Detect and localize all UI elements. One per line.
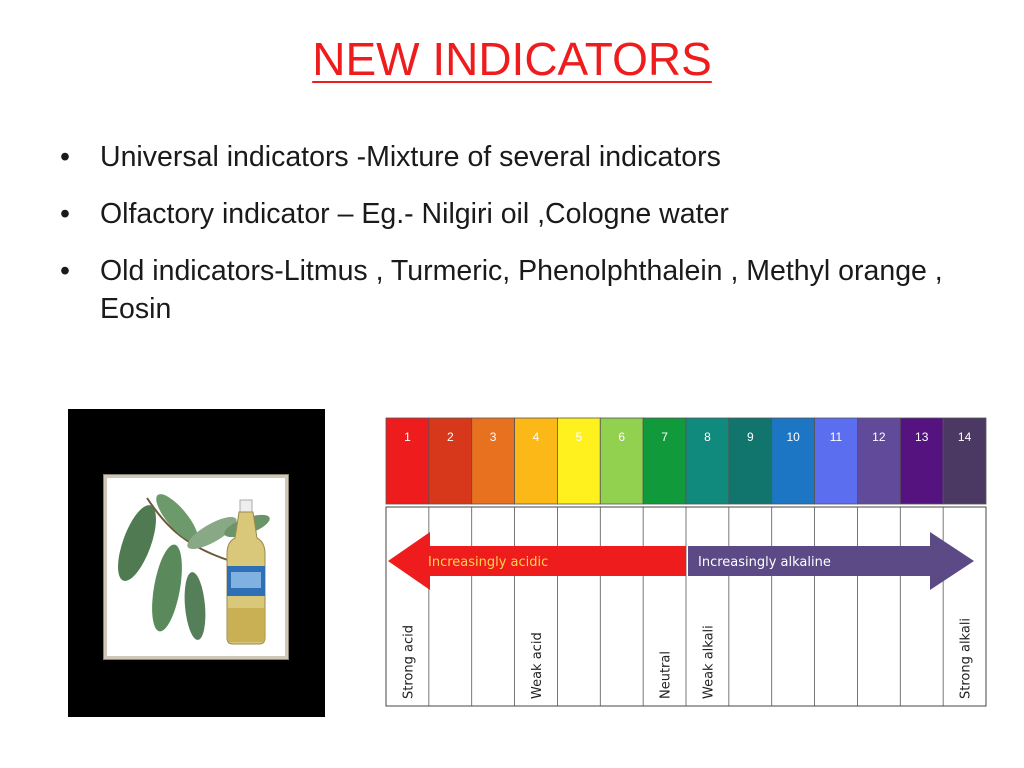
ph-level-label: 11 [830, 430, 843, 444]
bullet-text: Old indicators-Litmus , Turmeric, Phenol… [100, 255, 943, 325]
ph-level-label: 2 [447, 430, 454, 444]
ph-level-label: 3 [490, 430, 497, 444]
ph-level-label: 10 [786, 430, 800, 444]
bullet-dot: • [60, 255, 70, 287]
ph-level-label: 7 [661, 430, 668, 444]
ph-level-label: 1 [404, 430, 411, 444]
ph-level-label: 8 [704, 430, 711, 444]
eucalyptus-oil-illustration [107, 478, 285, 656]
bullet-item: • Olfactory indicator – Eg.- Nilgiri oil … [58, 195, 958, 233]
ph-marker-label: Strong alkali [959, 618, 974, 699]
alkaline-arrow-label: Increasingly alkaline [698, 555, 831, 570]
acid-arrow [388, 532, 686, 590]
bullet-dot: • [60, 141, 70, 173]
ph-marker-label: Neutral [659, 651, 674, 699]
bullet-item: • Universal indicators -Mixture of severa… [58, 138, 958, 176]
ph-level-cell [814, 417, 858, 505]
ph-level-cell [557, 417, 601, 505]
ph-marker-label: Weak alkali [701, 625, 716, 699]
ph-level-label: 6 [618, 430, 625, 444]
ph-level-cell [728, 417, 773, 505]
ph-level-cell [471, 417, 515, 505]
bullet-list: • Universal indicators -Mixture of severa… [58, 138, 958, 347]
ph-level-cell [685, 417, 730, 505]
ph-marker-label: Strong acid [401, 625, 416, 699]
ph-level-cell [857, 417, 901, 505]
ph-level-label: 9 [747, 430, 754, 444]
slide-title: NEW INDICATORS [312, 33, 712, 85]
ph-level-cell [599, 417, 644, 505]
ph-scale-diagram: 1 2 3 4 5 6 7 8 9 10 11 12 13 14 Increasingly acidic In… [385, 417, 987, 707]
alkaline-arrow [688, 532, 974, 590]
ph-level-label: 13 [915, 430, 929, 444]
ph-level-label: 12 [872, 430, 886, 444]
ph-marker-label: Weak acid [530, 632, 545, 699]
acid-arrow-label: Increasingly acidic [428, 555, 548, 570]
ph-level-cell [428, 417, 473, 505]
nilgiri-oil-photo [103, 474, 289, 660]
bullet-text: Universal indicators -Mixture of several… [100, 141, 721, 173]
photo-frame [68, 409, 325, 717]
ph-level-label: 4 [533, 430, 540, 444]
ph-level-cell [514, 417, 558, 505]
ph-level-cell [899, 417, 944, 505]
ph-level-cell [385, 417, 430, 505]
bullet-item: • Old indicators-Litmus , Turmeric, Pheno… [58, 252, 958, 328]
ph-level-label: 5 [576, 430, 583, 444]
ph-level-label: 14 [958, 430, 972, 444]
ph-level-cell [942, 417, 987, 505]
bullet-dot: • [60, 198, 70, 230]
bullet-text: Olfactory indicator – Eg.- Nilgiri oil ,… [100, 198, 729, 230]
ph-level-cell [642, 417, 687, 505]
